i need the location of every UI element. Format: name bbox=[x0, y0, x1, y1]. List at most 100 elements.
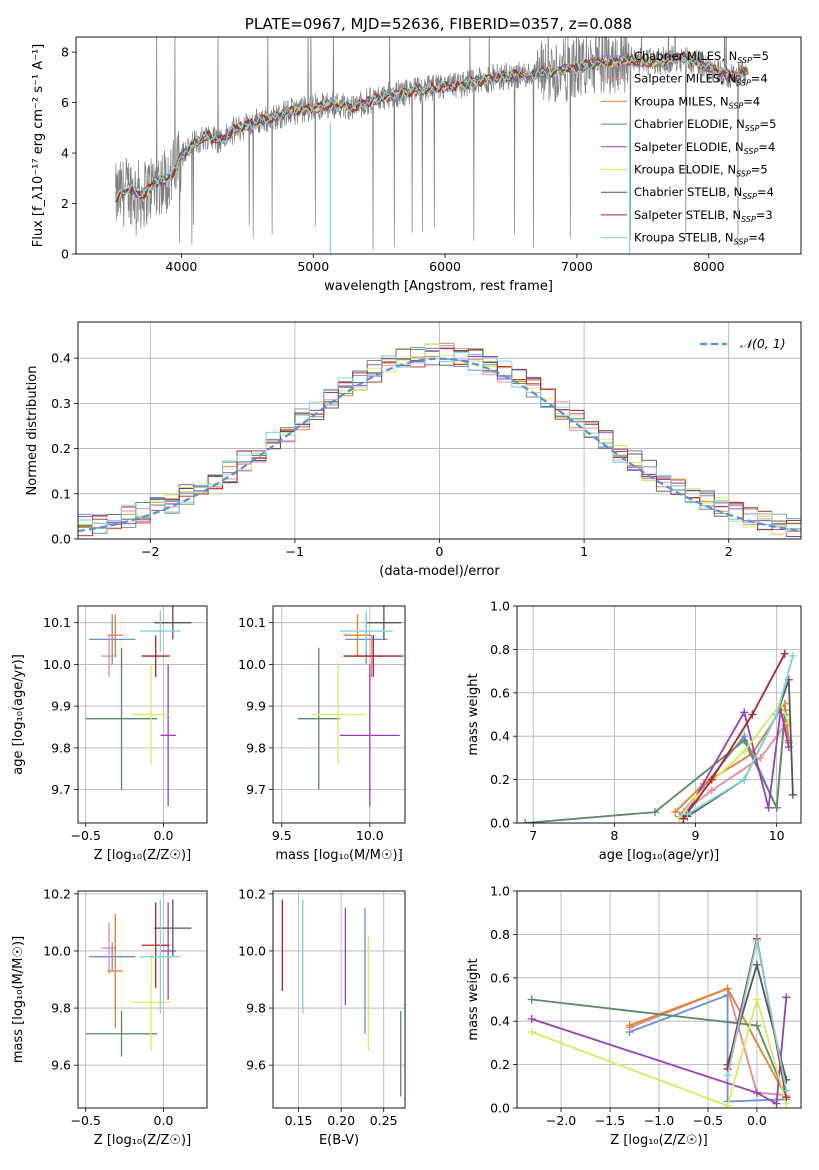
y-tick-label: 10.0 bbox=[43, 943, 71, 958]
y-tick-label: 9.6 bbox=[246, 1058, 266, 1073]
weight-marker-chabrier_elodie bbox=[740, 736, 749, 745]
x-tick-label: −1.0 bbox=[644, 1113, 674, 1128]
weight-marker-salpeter_stelib bbox=[679, 814, 688, 823]
y-tick-label: 10.1 bbox=[43, 615, 71, 630]
axes-age_vs_mass: 9.5 10.0 9.7 9.8 9.9 10.0 10.1 mass [log₁₀(M/M☉… bbox=[238, 605, 406, 863]
legend-tail: =4 bbox=[743, 94, 760, 108]
axes-frame bbox=[516, 605, 802, 824]
axes-frame bbox=[77, 890, 208, 1109]
y-tick-label: 0.3 bbox=[51, 396, 71, 411]
weight-line-kroupa_elodie bbox=[531, 996, 788, 1107]
x-tick-label: 6000 bbox=[429, 259, 461, 274]
legend-label-salpeter_stelib: Salpeter STELIB, NSSP=3 bbox=[634, 208, 773, 224]
weight-marker-salpeter_stelib bbox=[707, 775, 716, 784]
weight-marker-salpeter_elodie bbox=[772, 1099, 781, 1108]
weight-marker-chabrier_elodie bbox=[527, 995, 536, 1004]
weight-marker-chabrier_elodie bbox=[772, 803, 781, 812]
x-tick-label: 1 bbox=[580, 544, 588, 559]
y-tick-label: 1.0 bbox=[490, 884, 510, 899]
x-tick-label: 8 bbox=[610, 828, 618, 843]
legend-tail: =5 bbox=[752, 49, 769, 63]
y-tick-label: 9.7 bbox=[51, 782, 71, 797]
weight-marker-kroupa_stelib bbox=[788, 651, 797, 660]
legend-tail: =3 bbox=[756, 208, 773, 222]
normal-curve bbox=[78, 357, 801, 533]
plot-area-weight_vs_age bbox=[521, 649, 797, 823]
legend-tail: =4 bbox=[758, 140, 775, 154]
x-tick-label: 0.0 bbox=[154, 1113, 174, 1128]
legend-subscript: SSP bbox=[745, 124, 760, 133]
x-tick-label: −1 bbox=[286, 544, 304, 559]
y-tick-label: 0.6 bbox=[490, 970, 510, 985]
x-tick-label: 0.15 bbox=[285, 1113, 313, 1128]
x-axis-label: Z [log₁₀(Z/Z☉)] bbox=[94, 848, 191, 863]
model-spectrum-kroupa_stelib bbox=[115, 54, 749, 198]
x-tick-label: −1.5 bbox=[595, 1113, 625, 1128]
weight-line-kroupa_stelib bbox=[686, 655, 794, 816]
y-tick-label: 10.0 bbox=[43, 657, 71, 672]
plot-area-mass_vs_ebv bbox=[281, 899, 402, 1097]
weight-marker-kroupa_elodie bbox=[752, 995, 761, 1004]
x-axis-label: age [log₁₀(age/yr)] bbox=[599, 848, 720, 863]
y-tick-label: 0.8 bbox=[490, 927, 510, 942]
y-tick-label: 0.4 bbox=[51, 351, 71, 366]
y-axis-label: Flux [f_λ10⁻¹⁷ erg cm⁻² s⁻¹ A⁻¹] bbox=[31, 44, 46, 248]
x-tick-label: 2 bbox=[725, 544, 733, 559]
legend-label-chabrier_miles: Chabrier MILES, NSSP=5 bbox=[634, 49, 769, 65]
y-tick-label: 0.8 bbox=[490, 642, 510, 657]
y-tick-label: 0.2 bbox=[490, 1057, 510, 1072]
x-tick-label: 0.0 bbox=[747, 1113, 767, 1128]
x-tick-label: 9 bbox=[692, 828, 700, 843]
legend-subscript: SSP bbox=[741, 215, 756, 224]
y-tick-label: 0.1 bbox=[51, 486, 71, 501]
y-axis-label: Normed distribution bbox=[25, 366, 40, 496]
y-tick-label: 9.7 bbox=[246, 782, 266, 797]
y-tick-label: 0.0 bbox=[51, 532, 71, 547]
x-tick-label: 5000 bbox=[297, 259, 329, 274]
y-tick-label: 10.1 bbox=[238, 615, 266, 630]
legend-subscript: SSP bbox=[742, 192, 757, 201]
x-tick-label: 0.25 bbox=[370, 1113, 398, 1128]
y-tick-label: 9.9 bbox=[51, 699, 71, 714]
legend-label-salpeter_elodie: Salpeter ELODIE, NSSP=4 bbox=[634, 140, 775, 156]
y-tick-label: 0.0 bbox=[490, 816, 510, 831]
legend-subscript: SSP bbox=[736, 79, 751, 88]
axes-spectrum: 4000 5000 6000 7000 8000 0 2 4 6 8 wavelength [Ang… bbox=[31, 15, 802, 294]
x-tick-label: 0.0 bbox=[154, 828, 174, 843]
weight-marker-salpeter_elodie bbox=[740, 708, 749, 717]
weight-marker-kroupa_miles bbox=[671, 808, 680, 817]
legend-tail: =5 bbox=[760, 117, 777, 131]
weight-marker-salpeter_miles bbox=[707, 786, 716, 795]
axes-frame bbox=[272, 605, 406, 824]
y-tick-label: 9.8 bbox=[246, 740, 266, 755]
legend-subscript: SSP bbox=[744, 147, 759, 156]
legend-tail: =4 bbox=[748, 231, 765, 245]
y-tick-label: 10.0 bbox=[238, 657, 266, 672]
axes-frame bbox=[75, 36, 802, 255]
plot-area-age_vs_mass bbox=[297, 606, 404, 807]
residual-hist-kroupa_stelib bbox=[78, 347, 801, 530]
legend-subscript: SSP bbox=[734, 238, 749, 247]
weight-marker-kroupa_stelib bbox=[752, 936, 761, 945]
weight-line-chabrier_elodie bbox=[525, 714, 786, 823]
x-tick-label: 9.5 bbox=[272, 828, 292, 843]
x-axis-label: wavelength [Angstrom, rest frame] bbox=[324, 279, 553, 294]
axes-frame bbox=[77, 605, 208, 824]
x-axis-label: mass [log₁₀(M/M☉)] bbox=[275, 848, 402, 863]
weight-marker-salpeter_elodie bbox=[764, 803, 773, 812]
axes-age_vs_z: −0.5 0.0 9.7 9.8 9.9 10.0 10.1 Z [log₁₀(Z/Z☉)] a… bbox=[11, 605, 208, 863]
x-tick-label: 0 bbox=[436, 544, 444, 559]
x-tick-label: −0.5 bbox=[693, 1113, 723, 1128]
chart-title: PLATE=0967, MJD=52636, FIBERID=0357, z=0… bbox=[245, 15, 632, 33]
weight-marker-chabrier_stelib bbox=[752, 960, 761, 969]
weight-marker-chabrier_elodie bbox=[650, 808, 659, 817]
x-tick-label: 10.0 bbox=[356, 828, 384, 843]
y-tick-label: 8 bbox=[61, 45, 69, 60]
weight-marker-kroupa_elodie bbox=[740, 747, 749, 756]
axes-mass_vs_z: −0.5 0.0 9.6 9.8 10.0 10.2 Z [log₁₀(Z/Z☉)] mass… bbox=[11, 886, 208, 1148]
y-tick-label: 10.0 bbox=[238, 943, 266, 958]
x-tick-label: 0.20 bbox=[327, 1113, 355, 1128]
x-tick-label: −2 bbox=[141, 544, 159, 559]
plot-area-weight_vs_z bbox=[527, 934, 791, 1108]
y-axis-label: mass weight bbox=[466, 958, 481, 1040]
